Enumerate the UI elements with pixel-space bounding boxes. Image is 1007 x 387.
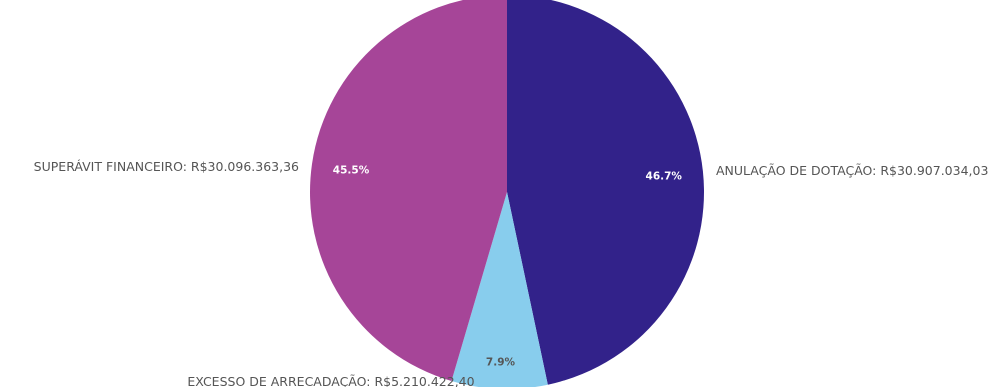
pie-percent-label: 7.9% xyxy=(486,356,516,368)
pie-slices xyxy=(310,0,704,387)
pie-slice-anulacao-de-dotacao[interactable] xyxy=(507,0,704,385)
pie-slice-label: SUPERÁVIT FINANCEIRO: R$30.096.363,36 xyxy=(34,159,299,174)
pie-outside-labels: ANULAÇÃO DE DOTAÇÃO: R$30.907.034,03 EXCE… xyxy=(34,159,989,387)
pie-percent-label: 46.7% xyxy=(646,171,683,183)
pie-slice-superavit-financeiro[interactable] xyxy=(310,0,507,382)
pie-slice-label: ANULAÇÃO DE DOTAÇÃO: R$30.907.034,03 xyxy=(716,163,988,178)
pie-percent-labels: 46.7% 7.9% 45.5% xyxy=(333,165,683,369)
pie-slice-excesso-de-arrecadacao[interactable] xyxy=(451,192,548,387)
pie-percent-label: 45.5% xyxy=(333,165,370,177)
pie-slice-label: EXCESSO DE ARRECADAÇÃO: R$5.210.422,40 xyxy=(187,374,474,387)
